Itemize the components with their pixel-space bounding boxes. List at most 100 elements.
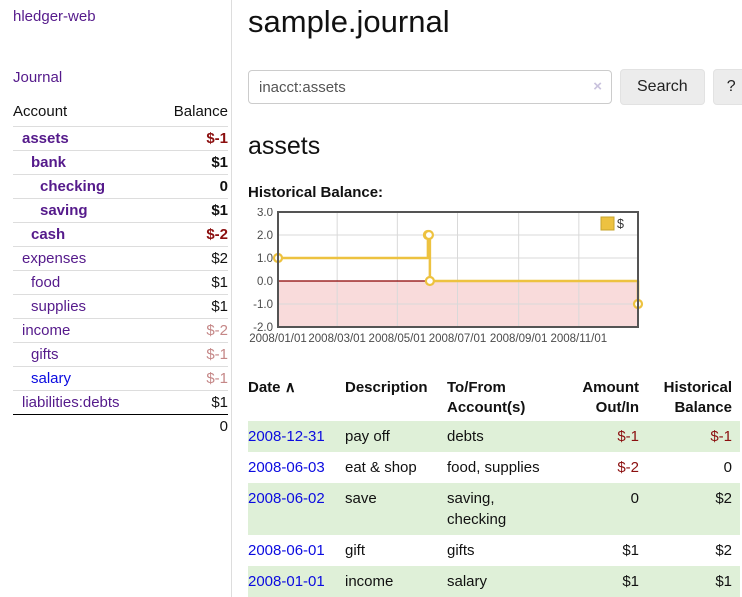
account-heading: assets — [248, 132, 321, 160]
svg-text:2.0: 2.0 — [257, 230, 273, 242]
chart-title: Historical Balance: — [248, 184, 384, 201]
transaction-date-link[interactable]: 2008-06-01 — [248, 542, 325, 559]
account-row: liabilities:debts $1 — [13, 390, 228, 415]
svg-text:2008/05/01: 2008/05/01 — [369, 333, 427, 345]
account-balance: $-2 — [155, 222, 228, 247]
transaction-row: 2008-06-01 gift gifts $1 $2 — [248, 535, 740, 566]
transaction-row: 2008-06-02 save saving, checking 0 $2 — [248, 483, 740, 535]
account-row: income $-2 — [13, 318, 228, 343]
sidebar-account-link[interactable]: salary — [31, 370, 72, 387]
accounts-total-value: 0 — [155, 414, 228, 438]
svg-text:3.0: 3.0 — [257, 208, 273, 219]
column-header-description: Description — [345, 379, 428, 396]
account-balance: 0 — [155, 174, 228, 199]
transaction-amount: $-1 — [617, 428, 639, 445]
account-row: assets $-1 — [13, 126, 228, 151]
sidebar-account-link[interactable]: assets — [22, 130, 69, 147]
account-balance: $2 — [155, 246, 228, 271]
page-title: sample.journal — [248, 4, 450, 39]
account-row: bank $1 — [13, 150, 228, 175]
main-content: sample.journal × Search ? assets Histori… — [232, 0, 742, 597]
search-form: × Search ? — [248, 69, 742, 105]
account-balance: $1 — [155, 198, 228, 223]
transaction-balance: $-1 — [710, 428, 732, 445]
transaction-date-cell: 2008-06-01 — [248, 535, 345, 566]
svg-text:2008/01/01: 2008/01/01 — [249, 333, 307, 345]
transaction-date-link[interactable]: 2008-12-31 — [248, 428, 325, 445]
svg-text:$: $ — [617, 217, 624, 231]
sidebar-account-link[interactable]: gifts — [31, 346, 59, 363]
account-balance: $-1 — [155, 366, 228, 391]
transaction-amount: $-2 — [617, 459, 639, 476]
column-header-accounts: To/From Account(s) — [447, 379, 526, 416]
account-row: cash $-2 — [13, 222, 228, 247]
column-header-date: Date ∧ — [248, 379, 296, 396]
sidebar-account-link[interactable]: income — [22, 322, 71, 339]
transaction-row: 2008-12-31 pay off debts $-1 $-1 — [248, 421, 740, 452]
svg-text:2008/07/01: 2008/07/01 — [429, 333, 487, 345]
transaction-balance: $2 — [715, 542, 732, 559]
transaction-description: eat & shop — [345, 459, 417, 476]
brand-link[interactable]: hledger-web — [13, 8, 96, 25]
accounts-table: Account Balance assets $-1 bank $1 checking 0… — [13, 99, 228, 438]
search-button[interactable]: Search — [620, 69, 705, 105]
transaction-row: 2008-06-03 eat & shop food, supplies $-2 0 — [248, 452, 740, 483]
transaction-accounts: saving, checking — [447, 490, 507, 528]
account-row: gifts $-1 — [13, 342, 228, 367]
sort-ascending-icon: ∧ — [284, 379, 296, 396]
svg-text:2008/09/01: 2008/09/01 — [490, 333, 548, 345]
help-button[interactable]: ? — [712, 69, 742, 105]
transaction-date-cell: 2008-12-31 — [248, 421, 345, 452]
clear-search-icon[interactable]: × — [593, 78, 602, 95]
transaction-balance: $2 — [715, 490, 732, 507]
historical-balance-chart[interactable]: $ -2.0 -1.0 0.0 1.0 2.0 3.0 2008/01/01 2008/03/0… — [248, 207, 742, 359]
account-balance: $1 — [155, 294, 228, 319]
transaction-amount: 0 — [630, 490, 639, 507]
column-header-balance: Historical Balance — [663, 379, 732, 416]
transaction-date-cell: 2008-06-03 — [248, 452, 345, 483]
svg-text:-2.0: -2.0 — [253, 322, 273, 334]
account-balance: $-1 — [155, 342, 228, 367]
transactions-table: Date ∧ Description To/From Account(s) Amo… — [248, 375, 740, 597]
account-row: food $1 — [13, 270, 228, 295]
account-row: saving $1 — [13, 198, 228, 223]
sidebar-item-journal[interactable]: Journal — [13, 69, 63, 86]
transaction-accounts: debts — [447, 428, 484, 445]
sidebar-account-link[interactable]: saving — [40, 202, 88, 219]
transaction-description: save — [345, 490, 377, 507]
sidebar: hledger-web Journal Account Balance asse… — [0, 0, 232, 597]
column-header-amount: Amount Out/In — [582, 379, 639, 416]
sidebar-account-link[interactable]: bank — [31, 154, 67, 171]
transaction-description: pay off — [345, 428, 390, 445]
accounts-header-balance: Balance — [173, 103, 228, 120]
account-balance: $1 — [155, 150, 228, 175]
svg-text:-1.0: -1.0 — [253, 299, 273, 311]
transaction-balance: 0 — [723, 459, 732, 476]
search-input[interactable] — [248, 70, 612, 104]
account-balance: $1 — [155, 270, 228, 295]
account-row: salary $-1 — [13, 366, 228, 391]
transaction-accounts: gifts — [447, 542, 475, 559]
account-balance: $-1 — [155, 126, 228, 151]
transaction-date-link[interactable]: 2008-06-03 — [248, 459, 325, 476]
account-row: expenses $2 — [13, 246, 228, 271]
svg-text:1.0: 1.0 — [257, 253, 273, 265]
account-row: supplies $1 — [13, 294, 228, 319]
account-balance: $-2 — [155, 318, 228, 343]
sidebar-account-link[interactable]: liabilities:debts — [22, 394, 120, 411]
sidebar-account-link[interactable]: food — [31, 274, 61, 291]
sidebar-account-link[interactable]: supplies — [31, 298, 87, 315]
transactions-header-row: Date ∧ Description To/From Account(s) Amo… — [248, 375, 740, 421]
accounts-total-row: 0 — [13, 414, 228, 438]
transaction-date-link[interactable]: 2008-06-02 — [248, 490, 325, 507]
sidebar-account-link[interactable]: expenses — [22, 250, 87, 267]
accounts-header-account: Account — [13, 103, 68, 120]
sidebar-account-link[interactable]: checking — [40, 178, 106, 195]
sidebar-account-link[interactable]: cash — [31, 226, 66, 243]
svg-text:0.0: 0.0 — [257, 276, 273, 288]
transaction-description: gift — [345, 542, 366, 559]
transaction-date-cell: 2008-06-02 — [248, 483, 345, 535]
transaction-accounts: food, supplies — [447, 459, 540, 476]
account-row: checking 0 — [13, 174, 228, 199]
